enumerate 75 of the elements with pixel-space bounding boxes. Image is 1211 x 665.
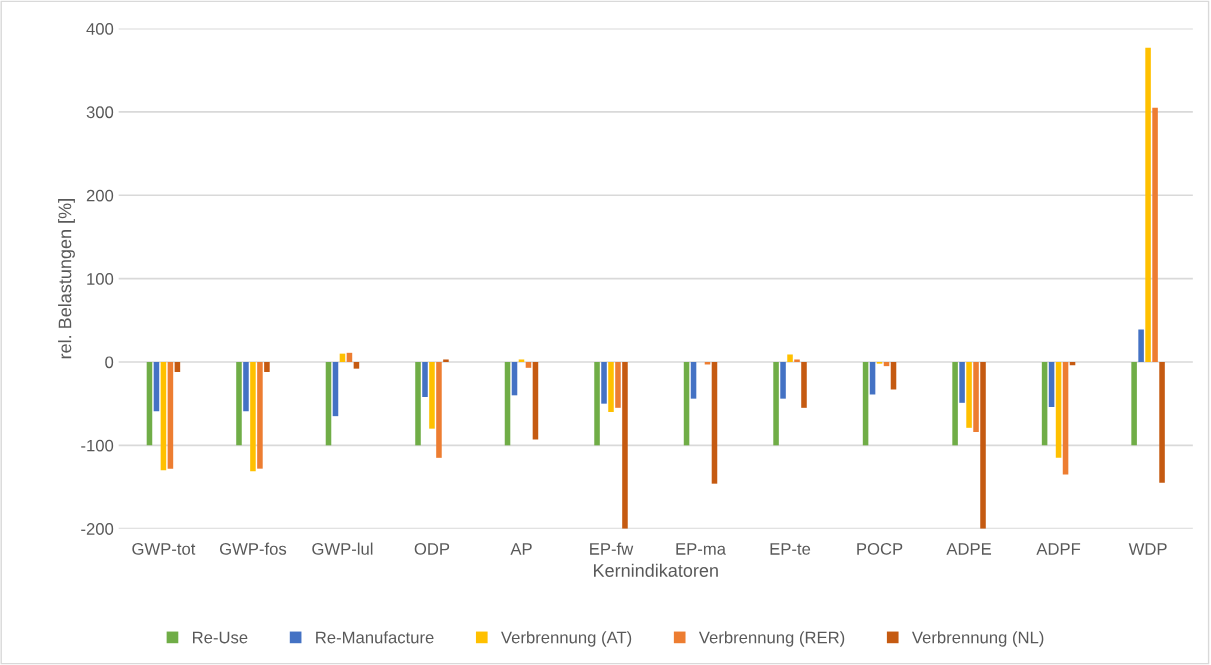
bar (952, 361, 958, 446)
x-tick-label: ODP (414, 543, 450, 555)
bar (690, 361, 697, 399)
bar (622, 361, 628, 529)
bar (1138, 329, 1144, 362)
bar (862, 361, 869, 446)
bar (711, 361, 718, 484)
bar (250, 361, 256, 472)
bar (1159, 361, 1165, 483)
x-tick-label: WDP (1128, 543, 1167, 555)
bar (257, 361, 263, 469)
bar (959, 361, 965, 403)
x-axis-title: Kernindikatoren (594, 563, 718, 577)
bar (518, 359, 525, 362)
bar (236, 361, 242, 446)
bar (436, 361, 442, 458)
bar (332, 361, 339, 417)
legend-label: Verbrennung (RER) (698, 631, 845, 647)
y-tick-label: 300 (86, 106, 114, 119)
bar (353, 361, 360, 369)
x-tick-label: GWP-tot (132, 543, 196, 555)
x-tick-label: EP-fw (590, 542, 634, 555)
y-tick-label: 200 (86, 189, 114, 202)
bar (429, 361, 435, 429)
bar (422, 361, 428, 397)
x-tick-label: ADPE (946, 543, 992, 555)
y-axis-title: rel. Belastungen [%] (58, 199, 75, 359)
y-tick-label: 400 (86, 23, 114, 35)
bar (780, 361, 786, 399)
bar (980, 361, 986, 529)
bar (973, 361, 979, 432)
bar (167, 361, 174, 469)
bar (1048, 361, 1055, 407)
bar (794, 359, 800, 362)
bar (1145, 47, 1151, 362)
bar (1152, 107, 1158, 362)
bar (1055, 361, 1062, 458)
bar (1131, 361, 1137, 446)
bar (532, 361, 539, 440)
y-tick-label: -100 (81, 439, 114, 452)
bar (801, 361, 807, 408)
x-tick-label: GWP-fos (219, 542, 287, 555)
bar (773, 361, 779, 446)
bar (415, 361, 421, 446)
legend-label: Verbrennung (AT) (501, 631, 632, 647)
legend-label: Re-Use (193, 631, 248, 644)
y-tick-label: -200 (81, 523, 114, 535)
bar (325, 361, 332, 446)
bar (264, 361, 270, 372)
y-tick-label: 0 (105, 356, 114, 369)
bar (1041, 361, 1048, 446)
bar (504, 361, 511, 446)
legend-label: Re-Manufacture (316, 631, 434, 644)
x-tick-label: GWP-lul (312, 542, 373, 555)
bar (443, 359, 449, 362)
bar (160, 361, 167, 471)
bar (601, 361, 607, 404)
bar (146, 361, 153, 446)
bar (243, 361, 249, 412)
bar (525, 361, 532, 368)
bar (594, 361, 600, 446)
bar (153, 361, 160, 412)
bar (966, 361, 972, 428)
x-tick-label: POCP (857, 543, 903, 555)
bar (787, 354, 793, 362)
bar (1062, 361, 1069, 475)
x-tick-label: ADPF (1036, 543, 1081, 555)
bar (608, 361, 614, 412)
x-tick-label: EP-ma (676, 543, 726, 555)
bar (615, 361, 621, 408)
y-tick-label: 100 (87, 273, 114, 285)
legend-label: Verbrennung (NL) (911, 631, 1044, 647)
x-tick-label: EP-te (770, 543, 811, 555)
bar (683, 361, 690, 446)
x-tick-label: AP (510, 543, 532, 555)
